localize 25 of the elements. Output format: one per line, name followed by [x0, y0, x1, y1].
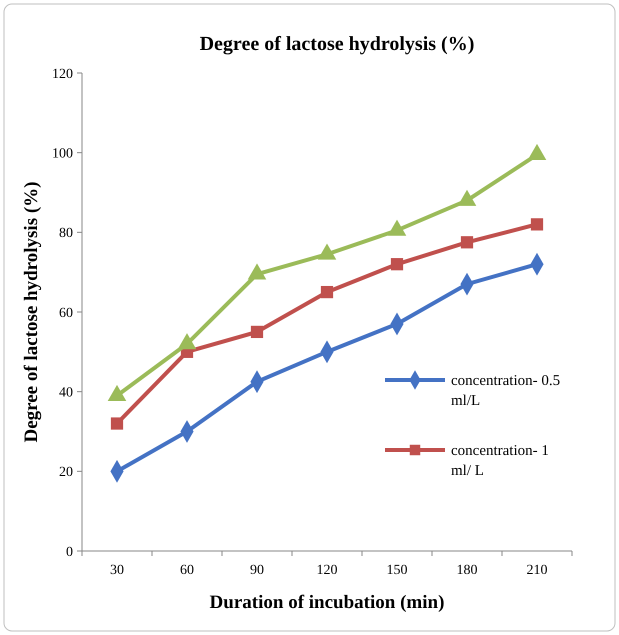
y-tick-label: 100 — [52, 146, 73, 162]
x-tick-label: 60 — [180, 563, 194, 578]
y-tick-label: 20 — [59, 465, 73, 480]
x-axis-title: Duration of incubation (min) — [210, 592, 444, 613]
y-tick-label: 80 — [59, 226, 73, 242]
x-tick-label: 150 — [386, 563, 408, 578]
x-tick-label: 180 — [456, 563, 478, 578]
legend-label: concentration- 1 ml/ L — [451, 443, 549, 479]
y-tick-label: 40 — [59, 386, 73, 401]
point — [460, 236, 474, 248]
x-tick-label: 90 — [250, 563, 264, 578]
chart-title: Degree of lactose hydrolysis (%) — [200, 33, 474, 55]
point — [250, 326, 264, 338]
y-tick-label: 60 — [59, 306, 73, 321]
y-axis-title: Degree of lactose hydrolysis (%) — [21, 181, 42, 443]
point — [530, 218, 544, 230]
point — [390, 258, 404, 270]
y-tick-label: 120 — [52, 66, 73, 82]
point — [320, 286, 334, 298]
x-tick-label: 30 — [110, 563, 124, 578]
y-tick-label: 0 — [66, 544, 73, 560]
point — [110, 417, 124, 430]
x-tick-label: 210 — [526, 563, 548, 578]
legend-label: concentration- 0.5 ml/L — [451, 373, 560, 409]
x-tick-label: 120 — [316, 563, 338, 578]
